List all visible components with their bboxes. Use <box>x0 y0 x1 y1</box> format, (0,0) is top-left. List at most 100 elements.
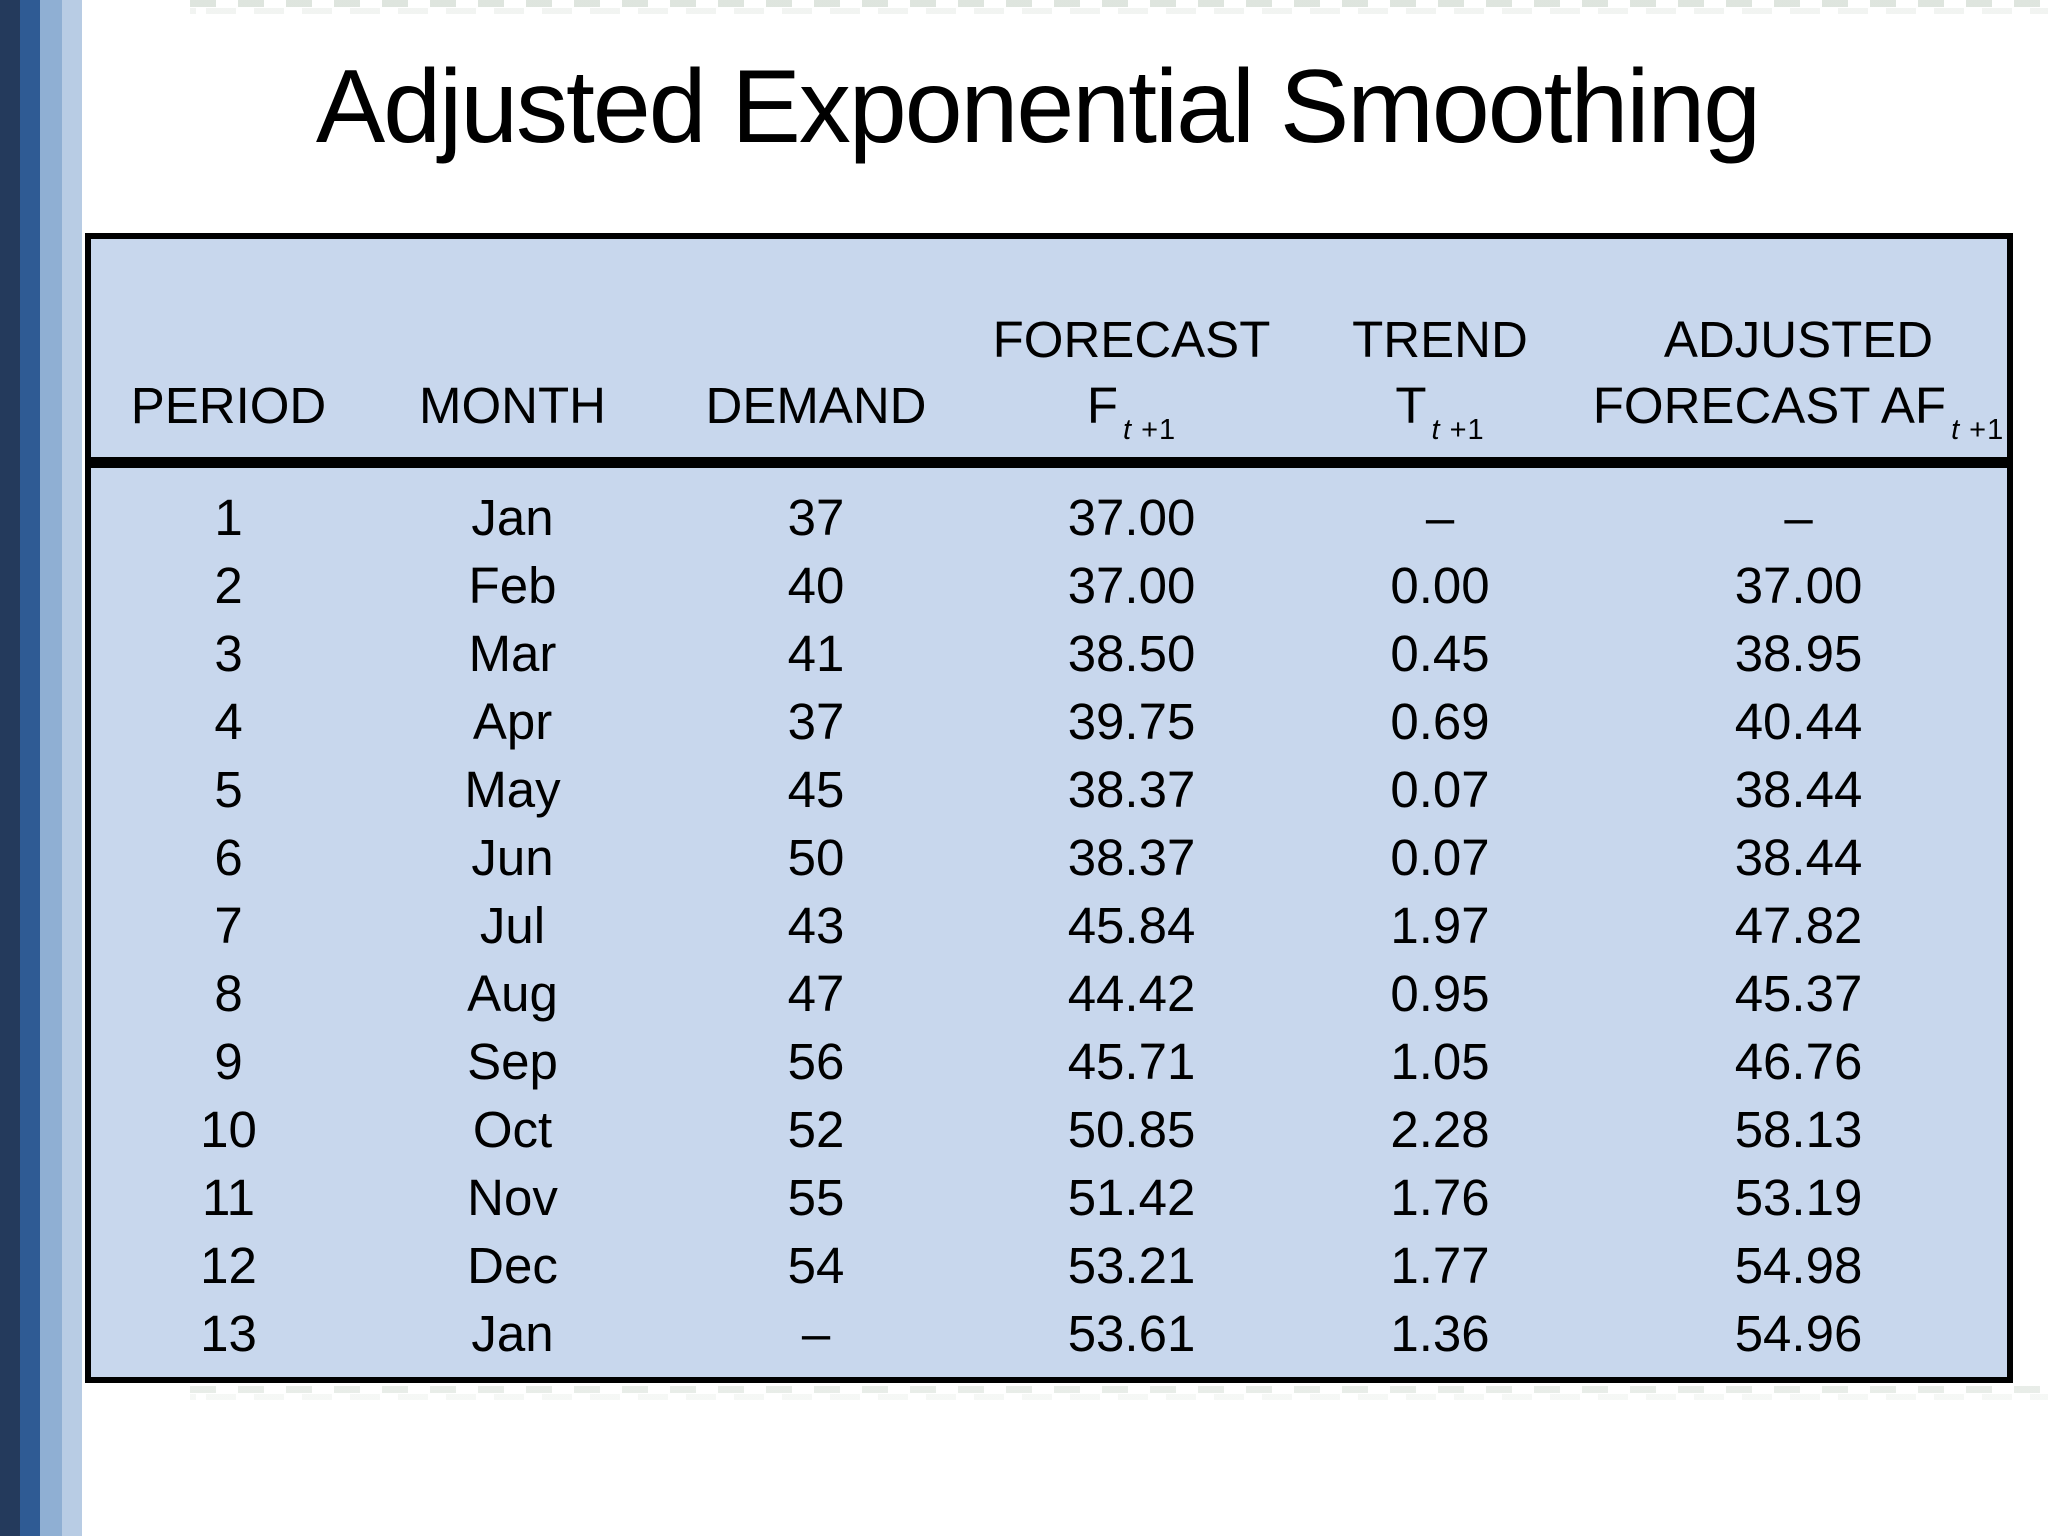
column-header-demand-label: DEMAND <box>659 373 973 439</box>
cell-adjusted: 47.82 <box>1734 897 1863 954</box>
cell-trend: 1.36 <box>1390 1305 1490 1362</box>
cell-month: Jan <box>471 1305 554 1362</box>
cell-adjusted: – <box>1784 489 1813 546</box>
bottom-edge-texture <box>190 1386 2048 1400</box>
cell-forecast: 37.00 <box>1067 557 1196 614</box>
cell-trend: 0.45 <box>1390 625 1490 682</box>
table-row: 13 Jan – 53.61 1.36 54.96 <box>91 1300 2007 1368</box>
cell-adjusted: 38.44 <box>1734 761 1863 818</box>
cell-adjusted: 37.00 <box>1734 557 1863 614</box>
cell-month: Mar <box>468 625 557 682</box>
cell-forecast: 51.42 <box>1067 1169 1196 1226</box>
table-row: 10 Oct 52 50.85 2.28 58.13 <box>91 1096 2007 1164</box>
subscript-variable: t <box>1123 414 1133 446</box>
cell-trend: 0.07 <box>1390 761 1490 818</box>
cell-period: 2 <box>214 557 243 614</box>
header-subscript: t +1 <box>1427 397 1485 463</box>
cell-adjusted: 54.96 <box>1734 1305 1863 1362</box>
cell-period: 8 <box>214 965 243 1022</box>
table-row: 4 Apr 37 39.75 0.69 40.44 <box>91 688 2007 756</box>
cell-demand: 47 <box>787 965 845 1022</box>
header-subscript: t +1 <box>1946 397 2004 463</box>
cell-month: Jul <box>479 897 546 954</box>
table-row: 12 Dec 54 53.21 1.77 54.98 <box>91 1232 2007 1300</box>
cell-trend: 1.05 <box>1390 1033 1490 1090</box>
cell-forecast: 50.85 <box>1067 1101 1196 1158</box>
cell-month: Nov <box>467 1169 558 1226</box>
cell-adjusted: 54.98 <box>1734 1237 1863 1294</box>
cell-forecast: 53.61 <box>1067 1305 1196 1362</box>
cell-trend: 0.07 <box>1390 829 1490 886</box>
table-body: 1 Jan 37 37.00 – – 2 Feb 40 37.00 0.00 3… <box>91 468 2007 1368</box>
table-row: 3 Mar 41 38.50 0.45 38.95 <box>91 620 2007 688</box>
column-header-trend-top: TREND <box>1352 311 1528 368</box>
cell-demand: 40 <box>787 557 845 614</box>
header-rule <box>91 457 2007 468</box>
cell-trend: 0.69 <box>1390 693 1490 750</box>
cell-month: Jun <box>471 829 554 886</box>
cell-demand: 43 <box>787 897 845 954</box>
header-label-text: FORECAST AF <box>1592 377 1947 434</box>
left-stripe-bar <box>0 0 85 1536</box>
stripe-medium-blue <box>20 0 40 1536</box>
table-row: 2 Feb 40 37.00 0.00 37.00 <box>91 552 2007 620</box>
cell-forecast: 45.71 <box>1067 1033 1196 1090</box>
cell-forecast: 38.37 <box>1067 829 1196 886</box>
table-row: 6 Jun 50 38.37 0.07 38.44 <box>91 824 2007 892</box>
column-header-month: MONTH <box>366 307 659 457</box>
cell-forecast: 53.21 <box>1067 1237 1196 1294</box>
table-row: 1 Jan 37 37.00 – – <box>91 484 2007 552</box>
cell-forecast: 44.42 <box>1067 965 1196 1022</box>
cell-forecast: 45.84 <box>1067 897 1196 954</box>
header-label-text: T <box>1395 377 1427 434</box>
cell-forecast: 38.50 <box>1067 625 1196 682</box>
cell-demand: – <box>801 1305 831 1362</box>
cell-forecast: 39.75 <box>1067 693 1196 750</box>
column-header-month-top <box>366 307 659 373</box>
cell-demand: 45 <box>787 761 845 818</box>
cell-demand: 37 <box>787 489 845 546</box>
stripe-pale-blue <box>62 0 82 1536</box>
cell-period: 5 <box>214 761 243 818</box>
cell-period: 7 <box>214 897 243 954</box>
cell-trend: 0.00 <box>1390 557 1490 614</box>
cell-period: 9 <box>214 1033 243 1090</box>
cell-month: Jan <box>471 489 554 546</box>
column-header-period-label: PERIOD <box>91 373 366 439</box>
column-header-adjusted-symbol: FORECAST AF t +1 <box>1590 373 2007 446</box>
cell-forecast: 38.37 <box>1067 761 1196 818</box>
subscript-variable: t <box>1951 414 1961 446</box>
cell-month: Apr <box>472 693 553 750</box>
cell-adjusted: 53.19 <box>1734 1169 1863 1226</box>
column-header-demand-top <box>659 307 973 373</box>
cell-month: Oct <box>472 1101 553 1158</box>
table-row: 5 May 45 38.37 0.07 38.44 <box>91 756 2007 824</box>
cell-demand: 56 <box>787 1033 845 1090</box>
cell-adjusted: 58.13 <box>1734 1101 1863 1158</box>
slide-title: Adjusted Exponential Smoothing <box>315 49 1761 165</box>
cell-trend: 2.28 <box>1390 1101 1490 1158</box>
table-row: 9 Sep 56 45.71 1.05 46.76 <box>91 1028 2007 1096</box>
cell-demand: 52 <box>787 1101 845 1158</box>
column-header-month-label: MONTH <box>366 373 659 439</box>
cell-month: Aug <box>467 965 558 1022</box>
cell-period: 12 <box>200 1237 257 1294</box>
cell-demand: 55 <box>787 1169 845 1226</box>
cell-demand: 54 <box>787 1237 845 1294</box>
cell-demand: 37 <box>787 693 845 750</box>
cell-trend: 1.77 <box>1390 1237 1490 1294</box>
cell-period: 4 <box>214 693 243 750</box>
table-row: 11 Nov 55 51.42 1.76 53.19 <box>91 1164 2007 1232</box>
subscript-offset: +1 <box>1969 414 2005 446</box>
column-header-period-top <box>91 307 366 373</box>
cell-demand: 50 <box>787 829 845 886</box>
table-row: 8 Aug 47 44.42 0.95 45.37 <box>91 960 2007 1028</box>
cell-period: 10 <box>200 1101 257 1158</box>
cell-adjusted: 38.44 <box>1734 829 1863 886</box>
